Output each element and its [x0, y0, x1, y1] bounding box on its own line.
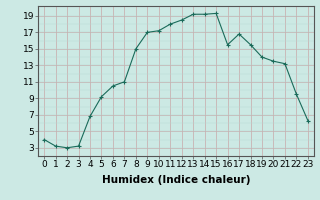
X-axis label: Humidex (Indice chaleur): Humidex (Indice chaleur) — [102, 175, 250, 185]
